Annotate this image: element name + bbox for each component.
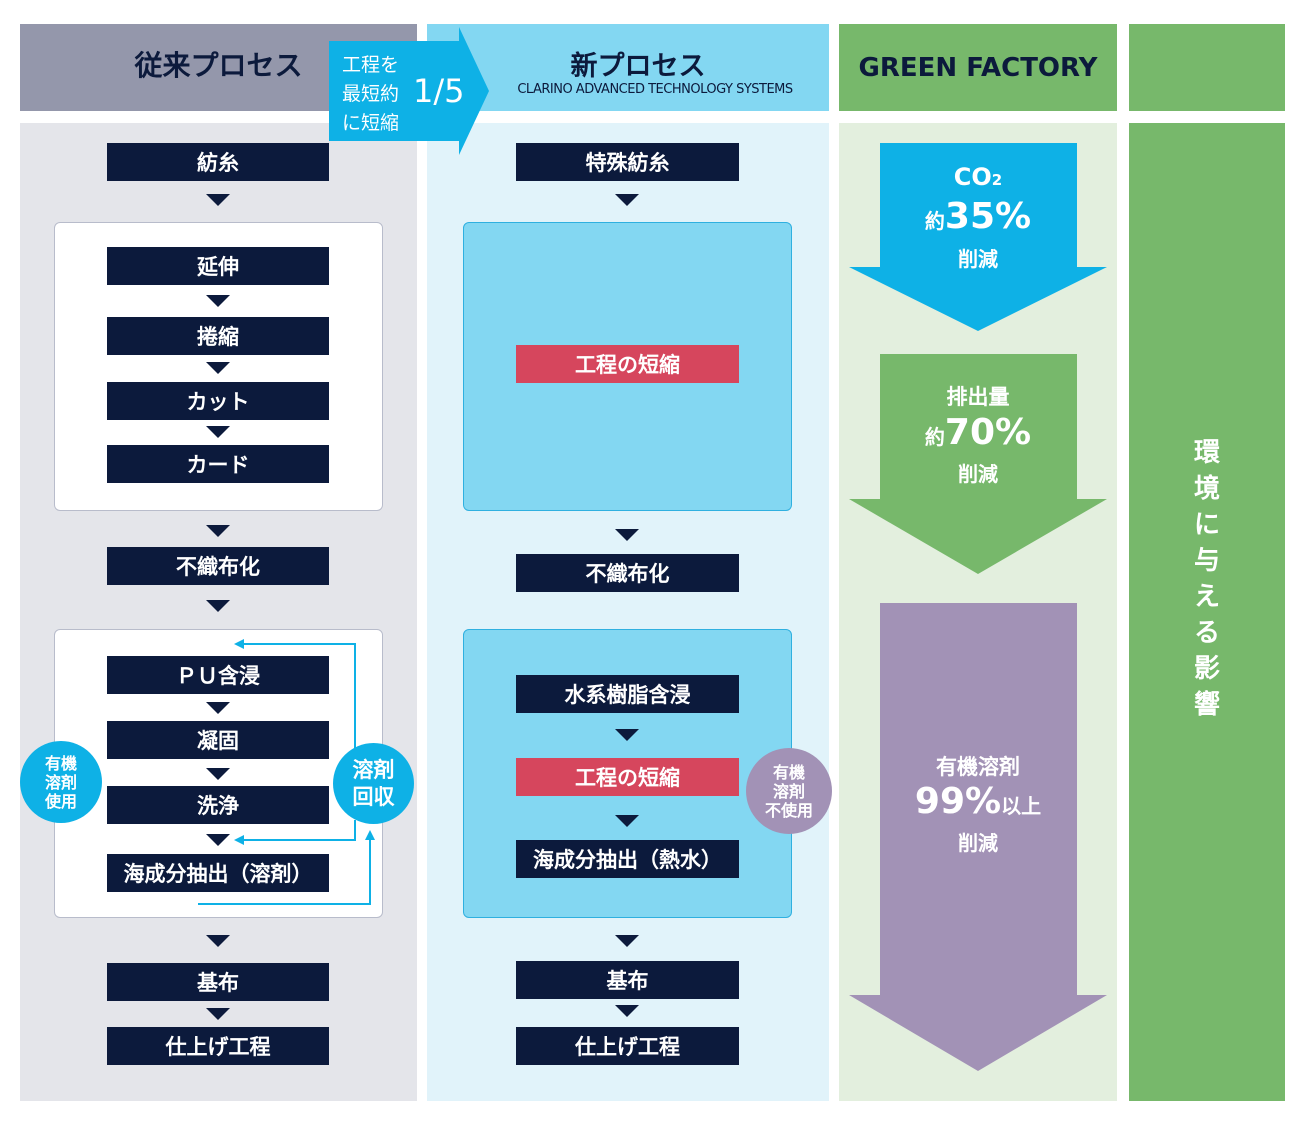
step-water-resin: 水系樹脂含浸 <box>516 675 739 713</box>
vertical-char: 影 <box>1193 654 1220 684</box>
co2-label: CO2 <box>880 163 1076 191</box>
step-card: カード <box>107 445 329 483</box>
step-extraction-hotwater: 海成分抽出（熱水） <box>516 840 739 878</box>
solvent-recovery-loop <box>198 639 375 905</box>
banner-line3: に短縮 <box>342 112 400 134</box>
arrow-down-icon <box>206 362 230 374</box>
badge-line: 有機 <box>44 753 77 773</box>
no-solvent-badge: 有機 溶剤 不使用 <box>746 748 832 834</box>
solvent-percent: 99% <box>914 781 1002 822</box>
vertical-char: る <box>1193 618 1220 648</box>
waste-percent: 70% <box>944 412 1032 453</box>
arrow-down-icon <box>615 815 639 827</box>
co2-suffix: 削減 <box>958 247 998 271</box>
solvent-recovery-badge: 溶剤 回収 <box>333 743 414 824</box>
badge-line: 使用 <box>44 791 77 811</box>
co2-reduction-arrow <box>849 143 1107 331</box>
green-title: GREEN FACTORY <box>858 53 1098 83</box>
solvent-reduction-arrow <box>849 603 1107 1071</box>
arrow-down-icon <box>615 729 639 741</box>
arrow-down-icon <box>615 935 639 947</box>
step-base-fabric: 基布 <box>107 963 329 1001</box>
new-subtitle: CLARINO ADVANCED TECHNOLOGY SYSTEMS <box>517 82 793 97</box>
waste-value: 約70% <box>880 412 1076 453</box>
step-shortened-1: 工程の短縮 <box>516 345 739 383</box>
badge-line: 溶剤 <box>772 781 805 801</box>
step-spinning: 紡糸 <box>107 143 329 181</box>
arrow-down-icon <box>206 1008 230 1020</box>
arrow-down-icon <box>206 768 230 780</box>
side-header <box>1129 24 1285 111</box>
environmental-impact-label: 環 境 に 与 え る 影 響 <box>1129 435 1285 723</box>
badge-line: 有機 <box>772 762 805 782</box>
arrow-down-icon <box>206 295 230 307</box>
vertical-char: 響 <box>1193 690 1220 720</box>
co2-subscript: 2 <box>991 171 1003 189</box>
step-wash: 洗浄 <box>107 786 329 824</box>
new-header <box>427 24 829 111</box>
arrow-down-icon <box>615 194 639 206</box>
waste-reduction-arrow <box>849 354 1107 574</box>
arrow-down-icon <box>615 1005 639 1017</box>
solvent-use-badge: 有機 溶剤 使用 <box>20 741 102 823</box>
arrow-down-icon <box>206 834 230 846</box>
step-cut: カット <box>107 382 329 420</box>
step-base-fabric-new: 基布 <box>516 961 739 999</box>
step-shortened-2: 工程の短縮 <box>516 758 739 796</box>
waste-suffix: 削減 <box>958 462 998 486</box>
vertical-char: に <box>1193 510 1220 540</box>
co2-percent: 35% <box>944 196 1032 237</box>
step-stretch: 延伸 <box>107 247 329 285</box>
arrow-down-icon <box>206 702 230 714</box>
side-column <box>1129 123 1285 1101</box>
waste-label: 排出量 <box>946 385 1010 409</box>
step-coagulation: 凝固 <box>107 721 329 759</box>
shorten-banner-arrow <box>329 27 489 155</box>
solvent-value: 99%以上 <box>880 781 1076 822</box>
co2-text: CO <box>953 163 992 191</box>
co2-value: 約35% <box>880 196 1076 237</box>
arrow-down-icon <box>206 525 230 537</box>
vertical-char: 境 <box>1193 474 1220 504</box>
arrow-down-icon <box>206 600 230 612</box>
step-finishing-new: 仕上げ工程 <box>516 1027 739 1065</box>
banner-line2: 最短約 <box>342 83 400 105</box>
banner-fraction: 1/5 <box>413 72 465 110</box>
vertical-char: 与 <box>1193 546 1220 576</box>
badge-line: 溶剤 <box>352 757 395 782</box>
approx-prefix: 約 <box>924 209 945 233</box>
step-nonwoven-new: 不織布化 <box>516 554 739 592</box>
badge-line: 溶剤 <box>44 772 77 792</box>
solvent-label: 有機溶剤 <box>936 755 1020 779</box>
conventional-title: 従来プロセス <box>134 49 303 82</box>
step-special-spinning: 特殊紡糸 <box>516 143 739 181</box>
arrow-down-icon <box>206 194 230 206</box>
badge-line: 不使用 <box>764 800 813 820</box>
step-extraction-solvent: 海成分抽出（溶剤） <box>107 854 329 892</box>
approx-prefix: 約 <box>924 425 945 449</box>
new-title: 新プロセス <box>570 51 706 82</box>
arrow-down-icon <box>615 529 639 541</box>
step-crimp: 捲縮 <box>107 317 329 355</box>
vertical-char: 環 <box>1193 438 1220 468</box>
step-pu-impregnation: ＰＵ含浸 <box>107 656 329 694</box>
arrow-down-icon <box>206 426 230 438</box>
arrow-down-icon <box>206 935 230 947</box>
badge-line: 回収 <box>352 784 395 809</box>
step-finishing: 仕上げ工程 <box>107 1027 329 1065</box>
banner-line1: 工程を <box>342 54 400 76</box>
solvent-suffix: 削減 <box>958 831 998 855</box>
step-nonwoven: 不織布化 <box>107 547 329 585</box>
green-header <box>839 24 1117 111</box>
solvent-value-suffix: 以上 <box>1001 794 1042 818</box>
vertical-char: え <box>1193 582 1220 612</box>
